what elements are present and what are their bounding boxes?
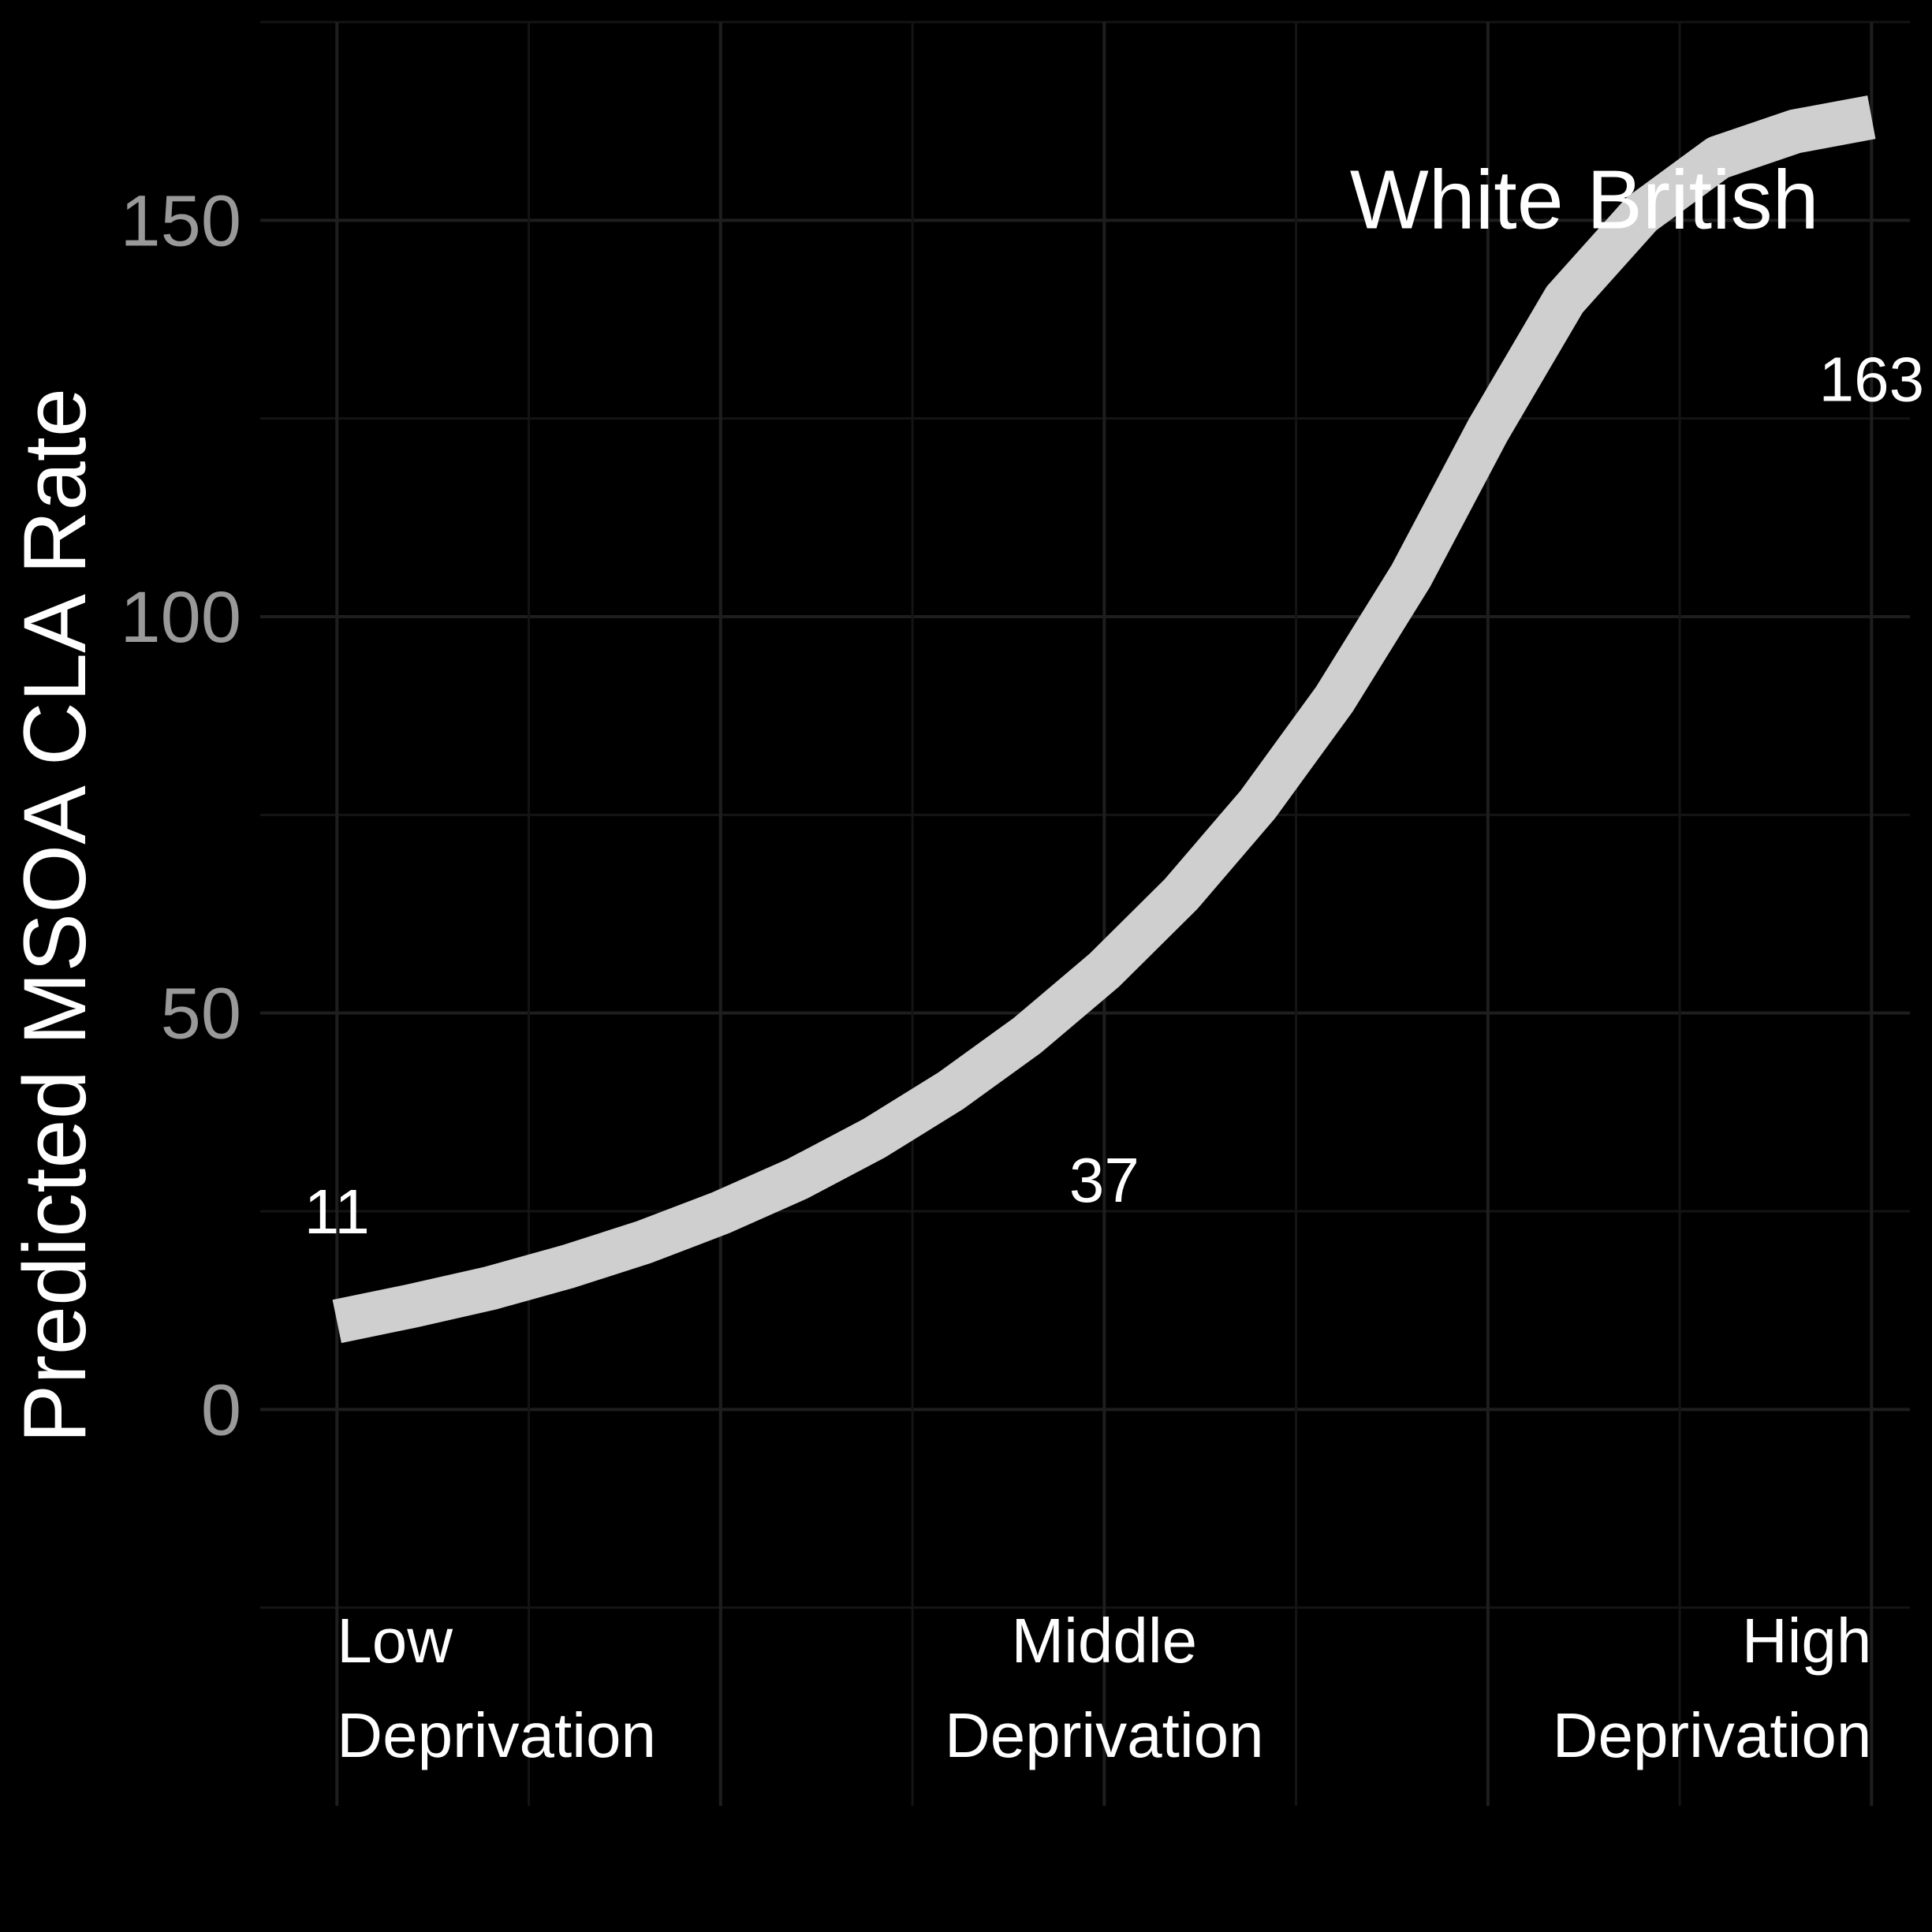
x-tick-label: Middle Deprivation bbox=[945, 1606, 1264, 1770]
x-tick-label-line: Deprivation bbox=[1553, 1700, 1872, 1770]
y-tick-label: 0 bbox=[201, 1370, 241, 1450]
series-layer bbox=[332, 95, 1876, 1344]
data-label: 163 bbox=[1819, 344, 1924, 414]
y-axis-label: Predicted MSOA CLA Rate bbox=[6, 388, 104, 1443]
data-label: 11 bbox=[304, 1177, 370, 1247]
x-tick-label-line: Middle bbox=[1011, 1606, 1197, 1676]
x-tick-label: High Deprivation bbox=[1553, 1606, 1872, 1770]
y-tick-label: 150 bbox=[121, 181, 242, 261]
x-tick-label-line: Deprivation bbox=[945, 1700, 1264, 1770]
x-tick-label: Low Deprivation bbox=[337, 1606, 656, 1770]
y-tick-label: 100 bbox=[121, 577, 242, 658]
data-label: 37 bbox=[1069, 1145, 1139, 1215]
series-line bbox=[332, 95, 1876, 1344]
axis-ticks: 0 50 100 150 Low Deprivation Middle Deprivation… bbox=[121, 181, 1872, 1770]
label-layer: White British 11 37 163 bbox=[304, 153, 1924, 1247]
x-tick-label-line: Deprivation bbox=[337, 1700, 656, 1770]
y-tick-label: 50 bbox=[161, 974, 241, 1054]
x-tick-label-line: Low bbox=[337, 1606, 453, 1676]
series-name-label: White British bbox=[1350, 153, 1819, 246]
x-tick-label-line: High bbox=[1742, 1606, 1872, 1676]
grid bbox=[260, 21, 1910, 1806]
